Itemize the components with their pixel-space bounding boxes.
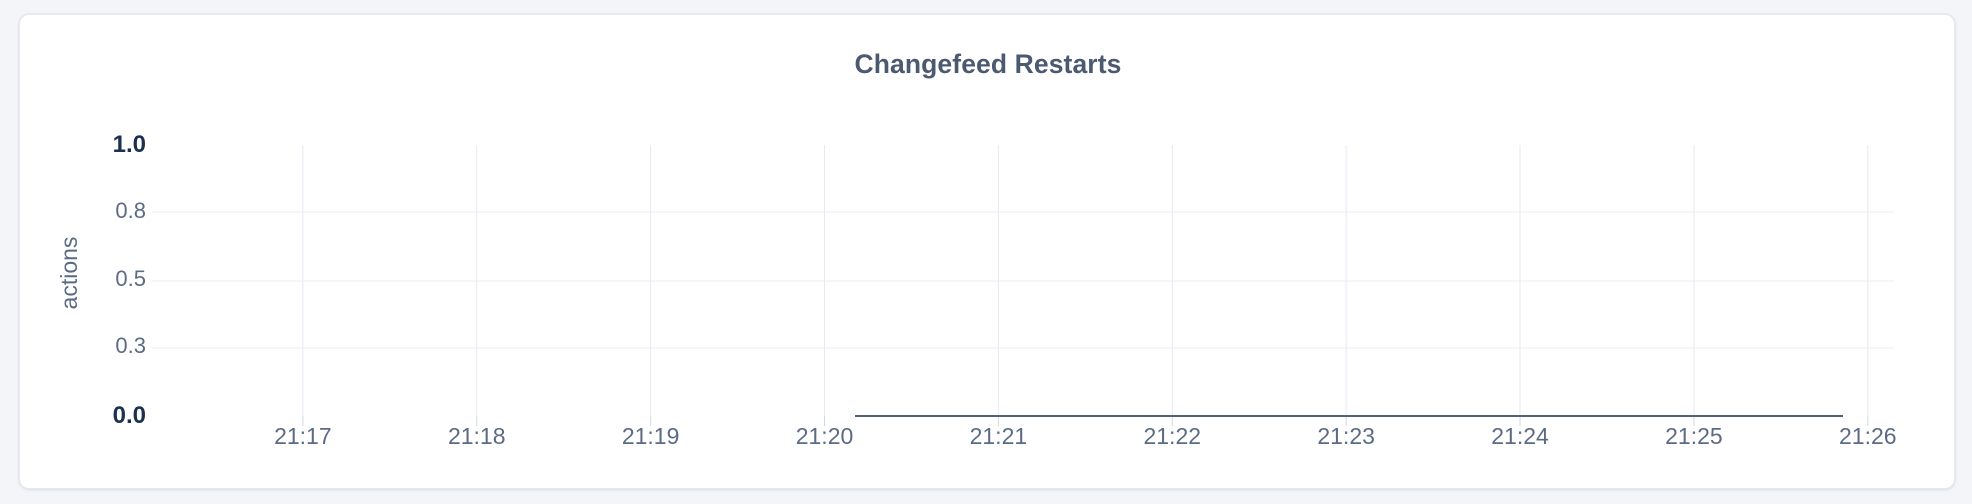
svg-text:21:19: 21:19 [622,423,680,449]
svg-text:21:17: 21:17 [274,423,332,449]
svg-text:0.3: 0.3 [115,333,146,358]
svg-text:21:21: 21:21 [970,423,1028,449]
svg-text:21:26: 21:26 [1839,423,1897,449]
svg-text:21:25: 21:25 [1665,423,1723,449]
svg-text:21:22: 21:22 [1143,423,1201,449]
svg-text:actions: actions [56,237,82,310]
svg-text:0.8: 0.8 [115,198,146,223]
svg-text:21:18: 21:18 [448,423,506,449]
svg-text:0.0: 0.0 [113,402,146,429]
svg-text:0.5: 0.5 [115,266,146,291]
svg-text:21:20: 21:20 [796,423,854,449]
svg-text:21:23: 21:23 [1317,423,1375,449]
svg-text:21:24: 21:24 [1491,423,1549,449]
svg-text:1.0: 1.0 [113,131,146,158]
